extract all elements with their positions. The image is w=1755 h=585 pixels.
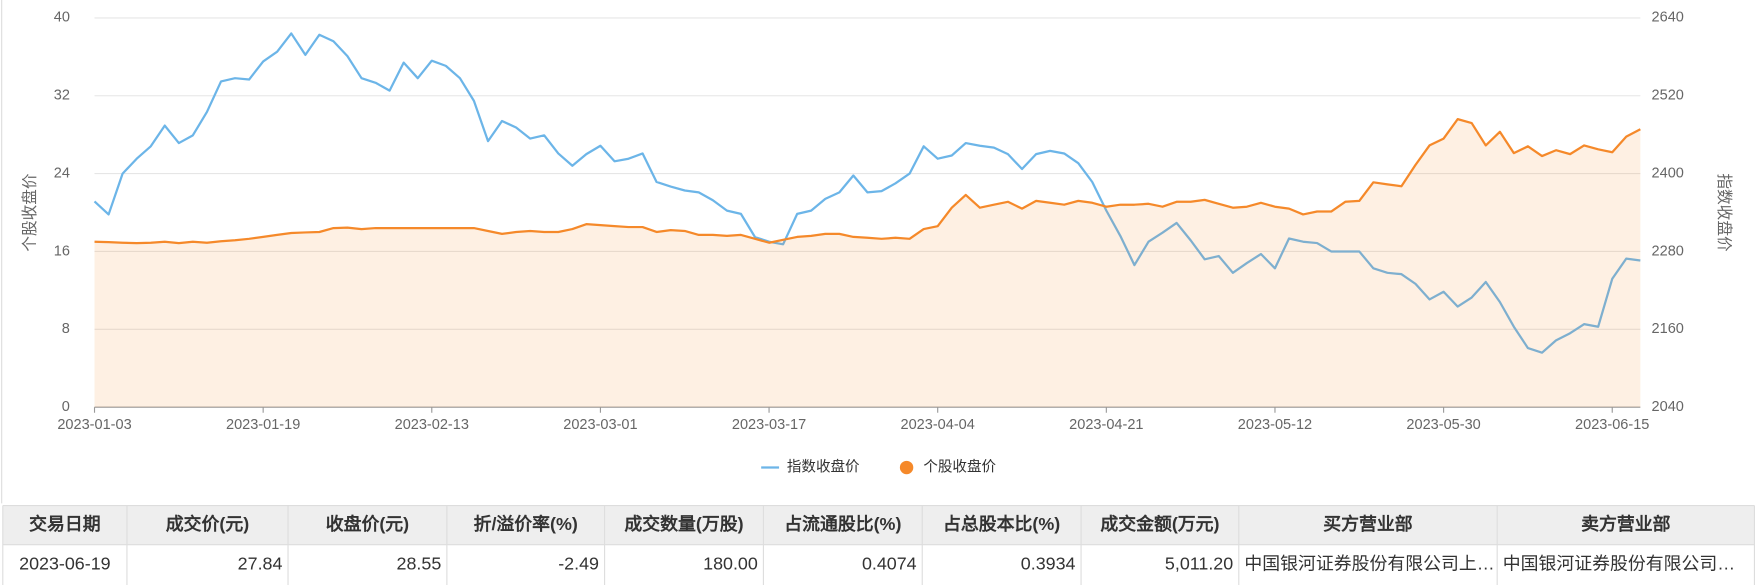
table-header: 卖方营业部 — [1581, 513, 1670, 534]
y-tick-label: 16 — [54, 243, 70, 259]
x-tick-label: 2023-05-30 — [1406, 417, 1480, 433]
table-header: 买方营业部 — [1323, 513, 1412, 534]
x-tick-label: 2023-04-21 — [1069, 417, 1143, 433]
y-tick-label: 8 — [62, 321, 70, 337]
y2-axis-title: 指数收盘价 — [1715, 173, 1734, 252]
table-cell: 28.55 — [397, 554, 442, 574]
y-axis-title: 个股收盘价 — [20, 173, 39, 252]
table-cell: 2023-06-19 — [19, 554, 110, 574]
table-header: 折/溢价率(%) — [474, 513, 578, 534]
line — [93, 32, 1641, 354]
legend-label: 指数收盘价 — [787, 457, 860, 475]
x-tick-label: 2023-01-03 — [57, 417, 131, 433]
y2-tick-label: 2280 — [1652, 243, 1684, 259]
legend-marker — [899, 460, 914, 475]
legend-label: 个股收盘价 — [923, 457, 996, 475]
y-tick-label: 32 — [54, 88, 70, 104]
table-cell: 中国银河证券股份有限公司上… — [1244, 554, 1494, 574]
table-cell: 0.4074 — [862, 554, 917, 574]
y-tick-label: 40 — [54, 10, 70, 26]
x-tick-label: 2023-04-04 — [901, 417, 975, 433]
x-tick-label: 2023-03-17 — [732, 417, 806, 433]
table-cell: -2.49 — [558, 554, 599, 574]
y2-tick-label: 2160 — [1652, 321, 1684, 337]
y2-tick-label: 2400 — [1652, 165, 1684, 181]
x-tick-label: 2023-05-12 — [1238, 417, 1312, 433]
y2-tick-label: 2040 — [1652, 399, 1684, 415]
y2-tick-label: 2520 — [1652, 88, 1684, 104]
table-cell: 0.3934 — [1021, 554, 1076, 574]
x-tick-label: 2023-02-13 — [395, 417, 469, 433]
x-tick-label: 2023-03-01 — [563, 417, 637, 433]
table-header-bg — [2, 505, 1755, 545]
x-tick-label: 2023-01-19 — [226, 417, 300, 433]
table-header: 成交金额(万元) — [1100, 513, 1219, 534]
table-cell: 180.00 — [703, 554, 758, 574]
line — [94, 118, 1641, 245]
table-cell: 5,011.20 — [1165, 554, 1233, 574]
y-tick-label: 24 — [54, 165, 70, 181]
table-header: 交易日期 — [29, 513, 101, 534]
y2-tick-label: 2640 — [1652, 10, 1684, 26]
table-cell: 中国银河证券股份有限公司… — [1503, 554, 1735, 574]
y-tick-label: 0 — [62, 399, 70, 415]
table-cell: 27.84 — [238, 554, 283, 574]
table-header: 占总股本比(%) — [943, 513, 1060, 534]
table-header: 成交数量(万股) — [624, 513, 743, 534]
area — [94, 119, 1641, 408]
table-header: 占流通股比(%) — [784, 513, 901, 534]
table-header: 成交价(元) — [166, 513, 249, 534]
x-tick-label: 2023-06-15 — [1575, 417, 1649, 433]
table-header: 收盘价(元) — [326, 513, 409, 534]
